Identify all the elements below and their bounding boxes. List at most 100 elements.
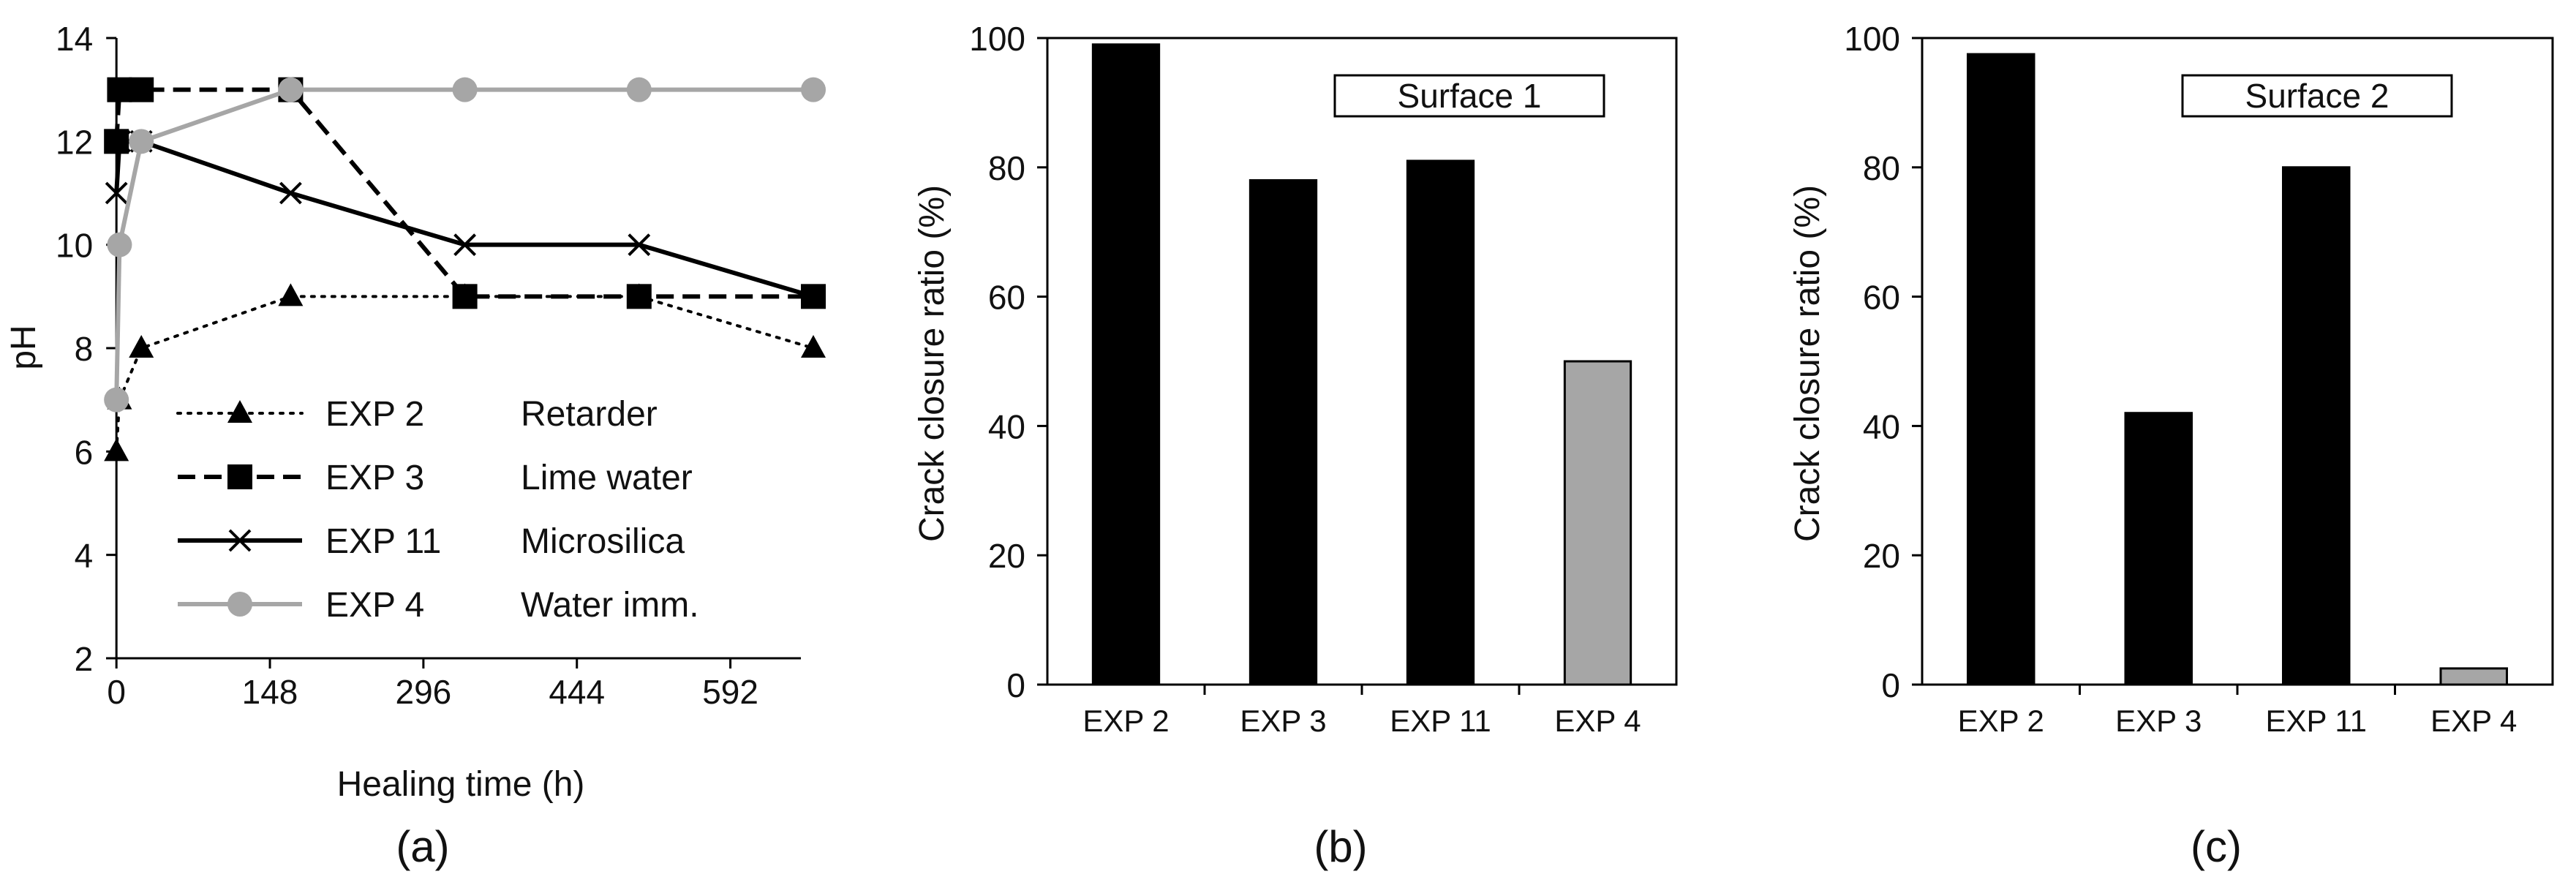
panel-b-xtick-label: EXP 4	[1554, 704, 1641, 738]
legend-marker	[227, 400, 252, 423]
panel-c-ytick-label: 100	[1844, 20, 1900, 58]
marker-stroke	[279, 181, 302, 205]
panel-c-xtick-label: EXP 11	[2265, 704, 2367, 738]
panel-b-bar	[1406, 159, 1475, 686]
panel-b-bar	[1091, 43, 1161, 686]
data-point	[108, 129, 131, 153]
panel-a-xtick-label: 148	[242, 673, 298, 711]
panel-b-ytick-label: 100	[969, 20, 1025, 58]
series-exp-2	[104, 283, 826, 462]
series-exp-11	[105, 129, 825, 308]
legend-marker	[227, 592, 252, 617]
panel-a-ytick-label: 2	[75, 640, 94, 678]
panel-a-xtick-label: 296	[396, 673, 452, 711]
panel-a-ytick-label: 8	[75, 330, 94, 368]
panel-b-annotation: Surface 1	[1398, 77, 1542, 115]
legend-series-name: EXP 11	[325, 522, 441, 561]
data-point	[279, 181, 302, 205]
marker-stroke	[802, 285, 825, 308]
data-point	[452, 77, 478, 102]
panel-c-bar-chart: Crack closure ratio (%) (c) Surface 2 0 2…	[1788, 20, 2554, 871]
panel-c-ytick-label: 0	[1881, 666, 1900, 704]
panel-c-xtick-label: EXP 3	[2115, 704, 2202, 738]
panel-a-ytick-label: 6	[75, 433, 94, 471]
marker-stroke	[453, 233, 477, 257]
panel-b-ytick-label: 20	[988, 537, 1025, 575]
panel-a-line-chart: pH Healing time (h) (a) 2 4 6 8 10 12 14 0 148 29…	[4, 20, 826, 871]
legend-marker	[227, 464, 252, 489]
panel-c-xtick-label: EXP 2	[1958, 704, 2044, 738]
panel-b-ytick-label: 60	[988, 279, 1025, 317]
data-point	[278, 77, 304, 102]
legend-series-description: Lime water	[521, 459, 693, 497]
data-point	[801, 335, 826, 358]
panel-c-ytick-label: 40	[1863, 407, 1900, 445]
panel-a-ytick-label: 12	[56, 123, 93, 161]
data-point	[104, 387, 129, 413]
data-point	[278, 283, 304, 306]
panel-a-ylabel: pH	[4, 325, 43, 369]
panel-c-ytick-label: 80	[1863, 149, 1900, 187]
panel-c-bar	[2439, 667, 2509, 686]
legend-series-name: EXP 4	[325, 586, 424, 625]
panel-b-bar	[1563, 360, 1632, 686]
data-point	[129, 129, 154, 154]
legend-marker	[228, 529, 252, 552]
legend-series-description: Retarder	[521, 395, 658, 434]
data-point	[453, 233, 477, 257]
marker-stroke	[628, 233, 651, 257]
series-exp-3	[104, 77, 826, 309]
panel-b-ylabel: Crack closure ratio (%)	[913, 185, 952, 542]
panel-c-ytick-label: 20	[1863, 537, 1900, 575]
panel-a-xlabel: Healing time (h)	[337, 765, 585, 804]
data-point	[626, 77, 652, 102]
panel-b-ytick-label: 80	[988, 149, 1025, 187]
data-point	[129, 77, 154, 102]
series-exp-4	[104, 77, 826, 413]
data-point	[628, 233, 651, 257]
panel-b-bar	[1249, 178, 1318, 686]
series-line	[115, 295, 816, 453]
panel-b-xtick-label: EXP 3	[1240, 704, 1326, 738]
panel-a-ytick-label: 4	[75, 537, 94, 575]
panel-a-legend: EXP 2 Retarder EXP 3 Lime water EXP 11 Micros…	[176, 395, 699, 625]
series-line	[114, 139, 814, 299]
data-point	[107, 232, 132, 257]
marker-stroke	[105, 181, 128, 205]
panel-c-annotation-box	[2181, 74, 2453, 118]
data-point	[105, 181, 128, 205]
data-point	[802, 285, 825, 308]
legend-series-name: EXP 2	[325, 395, 424, 434]
data-point	[626, 284, 652, 309]
panel-b-ytick-label: 40	[988, 407, 1025, 445]
panel-c-bar	[1966, 53, 2035, 686]
marker-stroke	[228, 529, 252, 552]
data-point	[452, 284, 478, 309]
panel-b-xtick-label: EXP 11	[1390, 704, 1491, 738]
panel-c-ylabel: Crack closure ratio (%)	[1788, 185, 1827, 542]
panel-a-ytick-label: 14	[56, 20, 93, 58]
legend-series-description: Water imm.	[521, 586, 699, 625]
panel-c-xtick-label: EXP 4	[2430, 704, 2517, 738]
panel-b-bar-chart: Crack closure ratio (%) (b) Surface 1 0 2…	[913, 20, 1678, 871]
marker-stroke	[108, 129, 131, 153]
legend-series-name: EXP 3	[325, 459, 424, 497]
panel-c-bar	[2281, 166, 2351, 686]
panel-c-bar	[2124, 412, 2193, 686]
panel-c-ytick-label: 60	[1863, 279, 1900, 317]
data-point	[129, 335, 154, 358]
panel-a-xtick-label: 592	[702, 673, 758, 711]
data-point	[107, 77, 132, 102]
data-point	[104, 438, 129, 462]
data-point	[801, 77, 826, 102]
panel-a-xtick-label: 0	[107, 673, 126, 711]
panel-b-xtick-label: EXP 2	[1082, 704, 1169, 738]
panel-c-label: (c)	[2191, 822, 2242, 871]
panel-a-xtick-label: 444	[549, 673, 605, 711]
legend-series-description: Microsilica	[521, 522, 685, 561]
panel-c-annotation: Surface 2	[2245, 77, 2389, 115]
panel-a-label: (a)	[396, 822, 449, 871]
panel-b-ytick-label: 0	[1006, 666, 1025, 704]
panel-b-annotation-box	[1333, 74, 1605, 118]
